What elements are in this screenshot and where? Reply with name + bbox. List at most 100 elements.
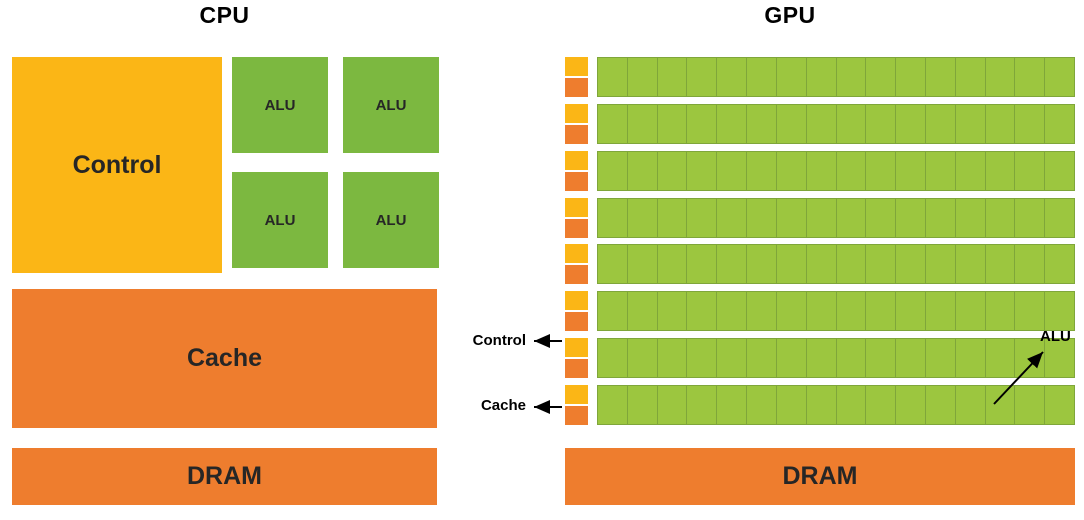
gpu-alu-grid: [597, 338, 1075, 379]
gpu-alu-cell: [925, 198, 955, 237]
gpu-row-control-cache: [565, 197, 588, 238]
gpu-alu-cell: [717, 151, 747, 190]
gpu-alu-cell: [687, 292, 717, 331]
gpu-alu-cell: [747, 151, 776, 190]
gpu-alu-cell: [806, 339, 836, 378]
gpu-alu-cell: [717, 292, 747, 331]
gpu-row: [565, 291, 1075, 332]
gpu-alu-cell: [776, 339, 806, 378]
gpu-row-control-block: [565, 197, 588, 217]
gpu-alu-cell: [717, 385, 747, 424]
gpu-alu-cell: [836, 198, 866, 237]
gpu-alu-cell: [806, 198, 836, 237]
gpu-alu-cell: [866, 58, 896, 96]
gpu-alu-cell: [1015, 245, 1045, 284]
gpu-alu-cell: [1015, 385, 1045, 424]
gpu-row-control-block: [565, 57, 588, 76]
gpu-alu-cell: [747, 104, 776, 143]
gpu-alu-cell: [747, 339, 776, 378]
gpu-alu-cell: [1045, 385, 1074, 424]
gpu-row-cache-block: [565, 265, 588, 285]
gpu-alu-cell: [687, 245, 717, 284]
gpu-row-cache-block: [565, 218, 588, 238]
gpu-alu-cell: [866, 385, 896, 424]
gpu-alu-cell: [776, 292, 806, 331]
gpu-alu-cell: [687, 385, 717, 424]
gpu-alu-cell: [657, 58, 687, 96]
gpu-alu-cell: [776, 385, 806, 424]
gpu-alu-cell: [747, 292, 776, 331]
gpu-alu-cell: [866, 339, 896, 378]
gpu-alu-cell: [806, 385, 836, 424]
gpu-alu-cell: [627, 292, 657, 331]
gpu-alu-cell: [598, 198, 627, 237]
gpu-alu-cell: [776, 151, 806, 190]
gpu-row-control-cache: [565, 291, 588, 332]
gpu-alu-cell: [657, 198, 687, 237]
gpu-alu-cell: [836, 292, 866, 331]
gpu-row: [565, 103, 1075, 144]
gpu-alu-cell: [1015, 104, 1045, 143]
gpu-alu-cell: [776, 198, 806, 237]
gpu-alu-cell: [598, 339, 627, 378]
gpu-alu-cell: [717, 58, 747, 96]
gpu-alu-label: ALU: [1040, 328, 1071, 345]
gpu-alu-cell: [598, 292, 627, 331]
gpu-alu-grid: [597, 384, 1075, 425]
gpu-alu-cell: [806, 104, 836, 143]
gpu-alu-cell: [598, 104, 627, 143]
gpu-alu-cell: [627, 385, 657, 424]
gpu-alu-cell: [1015, 292, 1045, 331]
gpu-alu-cell: [776, 58, 806, 96]
gpu-alu-cell: [896, 151, 925, 190]
cpu-control-box: Control: [12, 57, 222, 273]
gpu-alu-cell: [627, 339, 657, 378]
gpu-alu-cell: [806, 58, 836, 96]
gpu-alu-cell: [717, 339, 747, 378]
gpu-alu-cell: [747, 245, 776, 284]
gpu-row-control-cache: [565, 103, 588, 144]
cpu-cache-box: Cache: [12, 289, 437, 428]
gpu-alu-cell: [896, 198, 925, 237]
gpu-alu-cell: [896, 58, 925, 96]
gpu-row-control-block: [565, 291, 588, 311]
gpu-alu-cell: [627, 104, 657, 143]
gpu-alu-cell: [747, 385, 776, 424]
gpu-alu-cell: [687, 198, 717, 237]
gpu-alu-cell: [896, 385, 925, 424]
cpu-alu-box: ALU: [343, 57, 439, 153]
gpu-alu-cell: [687, 104, 717, 143]
gpu-alu-cell: [955, 58, 985, 96]
cpu-alu-box: ALU: [232, 172, 328, 268]
gpu-row-control-cache: [565, 150, 588, 191]
gpu-alu-cell: [925, 385, 955, 424]
gpu-alu-cell: [925, 151, 955, 190]
gpu-alu-cell: [806, 151, 836, 190]
gpu-alu-cell: [985, 385, 1015, 424]
gpu-alu-cell: [925, 104, 955, 143]
gpu-alu-cell: [896, 245, 925, 284]
gpu-alu-cell: [657, 151, 687, 190]
gpu-alu-cell: [1045, 58, 1074, 96]
gpu-alu-grid: [597, 244, 1075, 285]
gpu-alu-cell: [955, 385, 985, 424]
gpu-alu-cell: [598, 58, 627, 96]
gpu-alu-cell: [776, 245, 806, 284]
gpu-alu-cell: [896, 104, 925, 143]
gpu-row: [565, 338, 1075, 379]
cpu-alu-box: ALU: [343, 172, 439, 268]
gpu-row-control-cache: [565, 338, 588, 379]
gpu-alu-cell: [985, 339, 1015, 378]
gpu-alu-cell: [925, 245, 955, 284]
gpu-row-control-block: [565, 338, 588, 358]
gpu-row: [565, 150, 1075, 191]
gpu-alu-cell: [836, 385, 866, 424]
gpu-alu-cell: [985, 151, 1015, 190]
gpu-alu-cell: [836, 58, 866, 96]
gpu-alu-cell: [1045, 104, 1074, 143]
gpu-row-control-block: [565, 103, 588, 123]
gpu-alu-cell: [657, 292, 687, 331]
gpu-alu-cell: [866, 151, 896, 190]
gpu-alu-cell: [925, 58, 955, 96]
